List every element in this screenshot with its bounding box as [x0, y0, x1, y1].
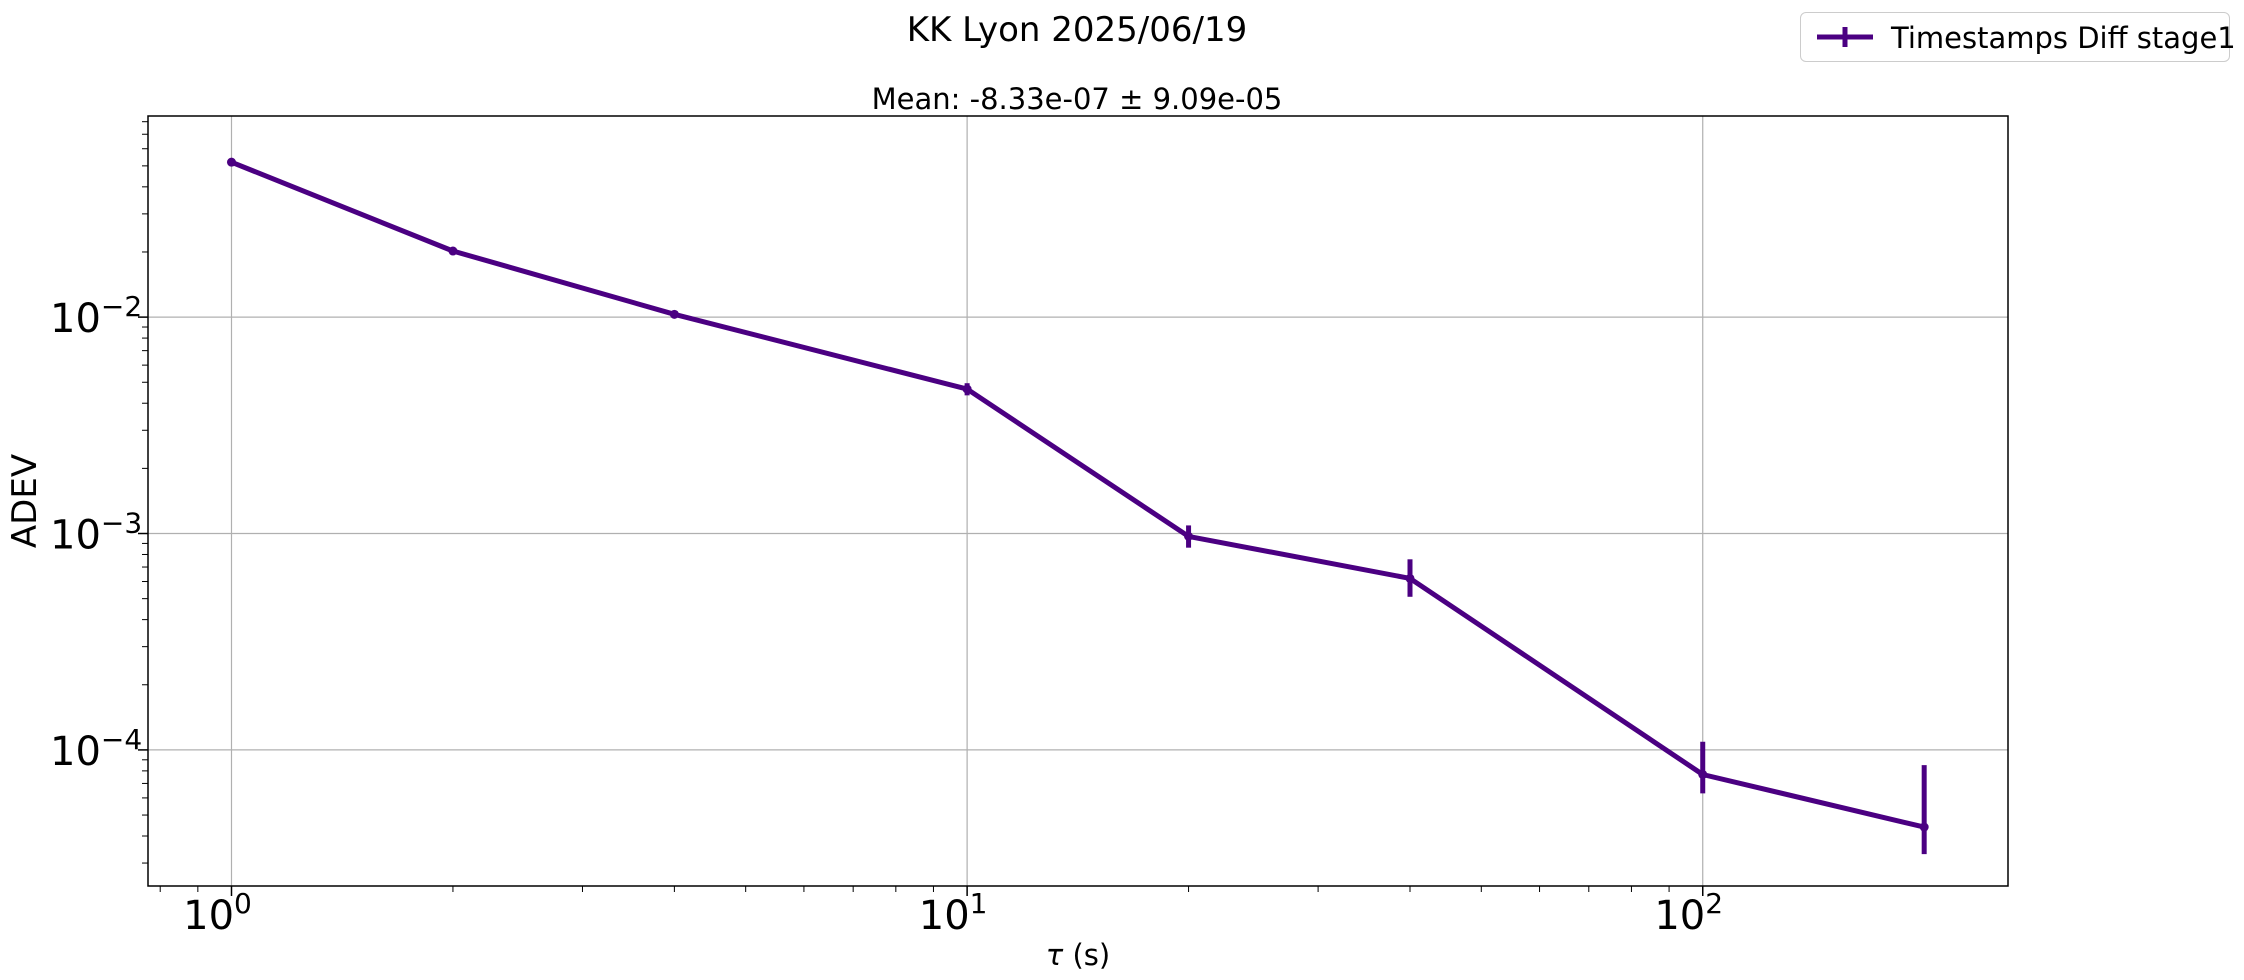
- data-point: [669, 309, 679, 319]
- plot-frame: [147, 115, 2009, 887]
- legend-label: Timestamps Diff stage1: [1891, 21, 2236, 55]
- legend: Timestamps Diff stage1: [1800, 12, 2236, 62]
- data-point: [1698, 769, 1708, 779]
- data-point: [1919, 822, 1929, 832]
- data-point: [962, 384, 972, 394]
- x-tick-label: 102: [1654, 887, 1723, 939]
- y-tick-label: 10−3: [50, 507, 142, 559]
- x-tick-label: 101: [919, 887, 988, 939]
- y-tick-label: 10−2: [50, 290, 142, 342]
- data-point: [226, 157, 236, 167]
- chart-title: KK Lyon 2025/06/19: [907, 10, 1247, 50]
- axis-ticks: 100 101 102 10−4 10−3 10−2: [50, 121, 1723, 939]
- y-tick-label: 10−4: [50, 723, 142, 775]
- series-line: [230, 159, 1925, 830]
- data-point: [1405, 573, 1415, 583]
- grid-lines: [148, 116, 2008, 886]
- data-point: [1184, 531, 1194, 541]
- series-layer: [226, 157, 1929, 855]
- y-axis-label: ADEV: [5, 454, 45, 548]
- legend-line-marker-icon: [1817, 27, 1873, 47]
- data-point: [448, 246, 458, 256]
- chart-subtitle: Mean: -8.33e-07 ± 9.09e-05: [872, 82, 1283, 116]
- x-tick-label: 100: [183, 887, 252, 939]
- x-axis-label: τ (s): [1046, 938, 1110, 972]
